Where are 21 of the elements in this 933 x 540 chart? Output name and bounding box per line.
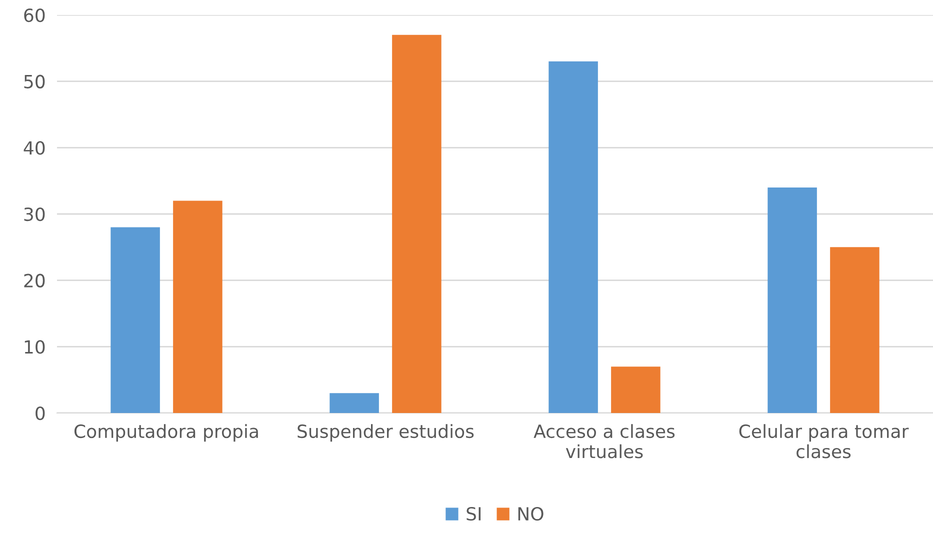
bar	[611, 366, 660, 413]
bar	[173, 200, 222, 413]
y-tick-label: 0	[36, 406, 45, 420]
bar	[392, 34, 442, 413]
legend-label: SI	[466, 506, 481, 521]
x-tick-label: Celular para tomar clases	[739, 424, 909, 458]
legend-label: NO	[518, 506, 544, 521]
bar	[768, 187, 817, 413]
bar	[830, 247, 880, 413]
x-tick-label: Suspender estudios	[298, 424, 474, 442]
y-tick-label: 10	[24, 340, 45, 354]
y-tick-label: 30	[24, 207, 45, 222]
x-tick-label: Acceso a clases virtuales	[534, 424, 675, 458]
y-tick-label: 40	[24, 141, 45, 155]
y-tick-label: 50	[24, 74, 45, 88]
bar	[330, 393, 379, 413]
bar	[110, 227, 160, 413]
x-tick-label: Computadora propia	[74, 424, 258, 442]
bar	[548, 61, 598, 413]
y-tick-label: 20	[24, 274, 45, 288]
y-tick-label: 60	[24, 8, 45, 22]
